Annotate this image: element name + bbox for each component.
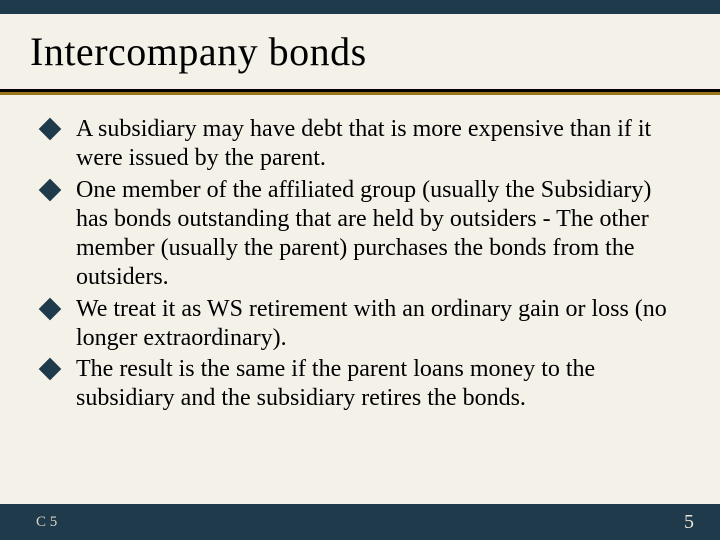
list-item: A subsidiary may have debt that is more … (42, 115, 680, 174)
slide: Intercompany bonds A subsidiary may have… (0, 0, 720, 540)
list-item: The result is the same if the parent loa… (42, 355, 680, 414)
bullet-text: One member of the affiliated group (usua… (76, 177, 651, 291)
footer-left-label: C 5 (36, 514, 57, 531)
slide-number: 5 (684, 511, 694, 534)
bullet-text: A subsidiary may have debt that is more … (76, 116, 651, 171)
content-area: A subsidiary may have debt that is more … (0, 95, 720, 504)
top-accent-strip (0, 0, 720, 14)
bullet-list: A subsidiary may have debt that is more … (42, 115, 680, 414)
diamond-bullet-icon (39, 118, 62, 141)
bullet-text: We treat it as WS retirement with an ord… (76, 296, 667, 351)
diamond-bullet-icon (39, 358, 62, 381)
list-item: One member of the affiliated group (usua… (42, 176, 680, 293)
slide-title: Intercompany bonds (30, 28, 367, 75)
list-item: We treat it as WS retirement with an ord… (42, 295, 680, 354)
diamond-bullet-icon (39, 297, 62, 320)
diamond-bullet-icon (39, 178, 62, 201)
bullet-text: The result is the same if the parent loa… (76, 356, 595, 411)
footer-bar: C 5 5 (0, 504, 720, 540)
title-bar: Intercompany bonds (0, 14, 720, 92)
